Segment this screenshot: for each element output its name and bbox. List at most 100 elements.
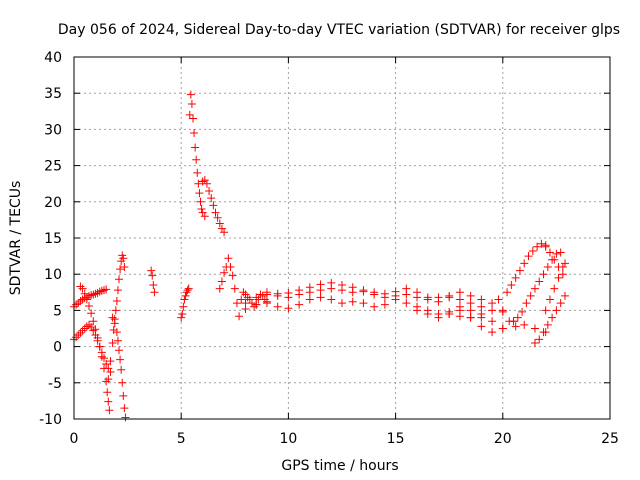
y-tick-label: 0: [53, 340, 62, 356]
y-tick-label: 30: [44, 122, 62, 138]
data-point: [108, 338, 117, 347]
data-point: [183, 286, 192, 295]
data-point: [97, 286, 106, 295]
data-point: [113, 286, 122, 295]
data-point: [194, 179, 203, 188]
data-markers: [70, 90, 569, 422]
data-point: [520, 259, 529, 268]
data-point: [258, 291, 267, 300]
data-point: [498, 306, 507, 315]
data-point: [423, 293, 432, 302]
data-point: [535, 335, 544, 344]
data-point: [541, 242, 550, 251]
data-point: [528, 247, 537, 256]
data-point: [196, 197, 205, 206]
data-point: [192, 155, 201, 164]
data-point: [539, 270, 548, 279]
data-point: [205, 186, 214, 195]
data-point: [119, 391, 128, 400]
data-point: [209, 201, 218, 210]
data-point: [87, 291, 96, 300]
data-point: [466, 299, 475, 308]
data-point: [197, 205, 206, 214]
series-track-a: [70, 285, 111, 311]
data-point: [556, 299, 565, 308]
axes: 0 5 10 15 20 25 -10 -5 0 5 10 15 20 25 30 35 40: [39, 50, 619, 447]
data-point: [200, 176, 209, 185]
data-point: [76, 282, 85, 291]
data-point: [241, 304, 250, 313]
data-point: [518, 307, 527, 316]
data-point: [198, 177, 207, 186]
data-point: [74, 299, 83, 308]
data-point: [95, 287, 104, 296]
series-track-r: [541, 242, 567, 279]
y-axis-label: SDTVAR / TECUs: [8, 181, 24, 296]
data-point: [116, 265, 125, 274]
series-track-q: [509, 248, 565, 326]
data-point: [108, 313, 117, 322]
y-tick-label: 5: [53, 303, 62, 319]
data-point: [530, 338, 539, 347]
data-point: [112, 328, 121, 337]
data-point: [100, 364, 109, 373]
data-point: [524, 252, 533, 261]
data-point: [359, 299, 368, 308]
data-point: [235, 312, 244, 321]
data-point: [327, 278, 336, 287]
data-point: [237, 295, 246, 304]
y-tick-label: 25: [44, 159, 62, 175]
data-point: [402, 284, 411, 293]
data-point: [488, 328, 497, 337]
data-point: [380, 289, 389, 298]
data-point: [89, 326, 98, 335]
data-point: [105, 406, 114, 415]
series-track-l: [241, 293, 507, 333]
data-point: [509, 317, 518, 326]
data-point: [370, 288, 379, 297]
data-point: [207, 194, 216, 203]
data-point: [91, 289, 100, 298]
data-point: [338, 299, 346, 308]
data-point: [391, 287, 400, 296]
x-tick-label: 10: [279, 431, 297, 447]
data-point: [118, 378, 127, 387]
x-tick-label: 0: [70, 431, 79, 447]
data-point: [477, 302, 486, 311]
data-point: [87, 323, 96, 332]
data-point: [526, 291, 535, 300]
data-point: [445, 293, 454, 302]
data-point: [121, 413, 130, 422]
data-point: [560, 259, 569, 268]
data-point: [402, 299, 411, 308]
data-point: [488, 317, 497, 326]
data-point: [78, 284, 87, 293]
data-point: [550, 255, 559, 264]
data-point: [80, 324, 89, 333]
series-track-e: [108, 313, 130, 422]
data-point: [295, 286, 304, 295]
series-track-g: [177, 284, 193, 322]
y-tick-label: -10: [39, 412, 62, 428]
data-point: [273, 302, 282, 311]
data-point: [190, 129, 199, 138]
series-track-f: [147, 266, 159, 297]
data-point: [191, 143, 200, 152]
series-track-i: [198, 176, 229, 237]
data-point: [112, 296, 121, 305]
data-point: [556, 248, 565, 257]
data-point: [273, 289, 282, 298]
data-point: [543, 262, 552, 271]
data-point: [106, 367, 115, 376]
data-point: [89, 290, 98, 299]
data-point: [543, 320, 552, 329]
y-tick-label: -5: [48, 376, 62, 392]
data-point: [260, 295, 269, 304]
data-point: [85, 291, 94, 300]
data-point: [488, 306, 497, 315]
data-point: [195, 189, 204, 198]
data-point: [102, 285, 111, 294]
data-point: [102, 377, 111, 386]
data-point: [116, 355, 125, 364]
